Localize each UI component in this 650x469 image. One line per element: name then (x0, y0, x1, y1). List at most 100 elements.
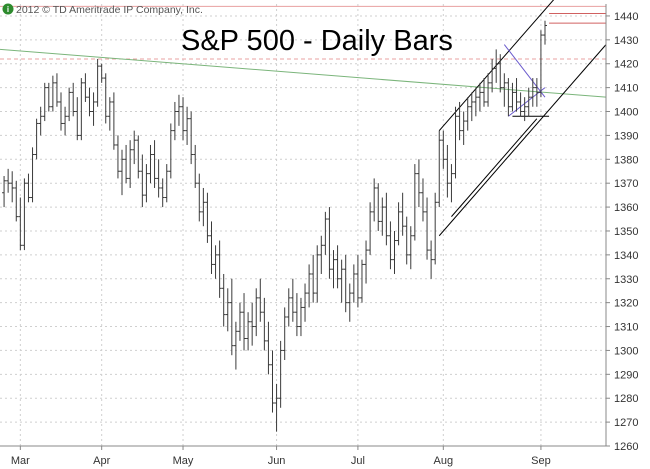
ohlc-bar (376, 183, 381, 231)
ohlc-bar (242, 293, 247, 351)
ohlc-bar (193, 144, 198, 188)
ohlc-bar (380, 197, 385, 236)
ohlc-bar (494, 49, 499, 83)
ohlc-bar (522, 97, 527, 122)
ohlc-bar (99, 63, 104, 83)
ohlc-bar (107, 97, 112, 131)
ohlc-bar (83, 73, 88, 102)
ohlc-bar (205, 192, 210, 243)
ohlc-bar (233, 321, 238, 370)
y-tick-label: 1260 (614, 441, 638, 453)
x-tick-label: Jun (268, 455, 286, 467)
ohlc-bar (176, 94, 181, 126)
reference-line-7 (438, 0, 555, 131)
ohlc-bar (67, 87, 72, 122)
ohlc-bar (197, 173, 202, 222)
ohlc-bar (311, 254, 316, 303)
ohlc-bar (18, 197, 23, 251)
ohlc-bar (75, 97, 80, 141)
copyright-text: 2012 © TD Ameritrade IP Company, Inc. (16, 4, 203, 16)
ohlc-bar (54, 73, 59, 107)
y-tick-label: 1340 (614, 250, 638, 262)
ohlc-bar (364, 240, 369, 284)
ohlc-bar (217, 240, 222, 298)
ohlc-bar (124, 144, 129, 184)
ohlc-bar (441, 130, 446, 169)
reference-lines (0, 0, 607, 237)
ohlc-bar (506, 78, 511, 117)
ohlc-bar (412, 164, 417, 241)
ohlc-bar (225, 288, 230, 332)
ohlc-bar (115, 135, 120, 179)
ohlc-bar (148, 144, 153, 184)
ohlc-bar (347, 283, 352, 322)
ohlc-bar (144, 164, 149, 203)
ohlc-bar (2, 176, 7, 208)
ohlc-bar (71, 82, 76, 117)
ohlc-bar (473, 87, 478, 117)
ohlc-bar (469, 92, 474, 122)
x-tick-labels: Mar Apr May Jun Jul Aug Sep (11, 446, 551, 467)
axes (0, 4, 607, 447)
ohlc-bar (538, 30, 543, 98)
ohlc-bar (518, 92, 523, 117)
ohlc-bar (343, 254, 348, 313)
ohlc-bar (298, 297, 303, 337)
ohlc-bar (42, 82, 47, 122)
ohlc-bar (290, 278, 295, 322)
y-tick-label: 1300 (614, 345, 638, 357)
ohlc-bar (274, 383, 279, 432)
ohlc-bar (95, 58, 100, 107)
ohlc-bar (26, 173, 31, 203)
reference-line-5 (0, 48, 607, 98)
y-tick-label: 1420 (614, 59, 638, 71)
ohlc-bar (262, 297, 267, 351)
ohlc-bar (498, 54, 503, 93)
grid (0, 4, 606, 447)
ohlc-bar (50, 75, 55, 112)
ohlc-bar (400, 192, 405, 236)
ohlc-bar (416, 159, 421, 208)
ohlc-bar (429, 240, 434, 279)
ohlc-bar (319, 235, 324, 274)
ohlc-bar (351, 264, 356, 303)
y-tick-label: 1360 (614, 202, 638, 214)
ohlc-bar (160, 178, 165, 208)
ohlc-bar (477, 82, 482, 112)
ohlc-bar (526, 87, 531, 117)
ohlc-bar (46, 82, 51, 112)
y-tick-label: 1430 (614, 35, 638, 47)
ohlc-bar (136, 135, 141, 179)
ohlc-bar (368, 202, 373, 255)
x-tick-label: Jul (351, 455, 365, 467)
ohlc-bar (278, 340, 283, 408)
y-tick-label: 1350 (614, 226, 638, 238)
ohlc-bar (335, 245, 340, 289)
ohlc-bar (156, 159, 161, 198)
ohlc-bar (502, 73, 507, 107)
ohlc-bar (359, 259, 364, 303)
ohlc-bar (530, 78, 535, 107)
ohlc-bar (510, 82, 515, 112)
ohlc-bar (449, 164, 454, 203)
copyright-notice: i 2012 © TD Ameritrade IP Company, Inc. (2, 3, 203, 16)
ohlc-bar (315, 245, 320, 303)
ohlc-bar (327, 207, 332, 279)
ohlc-bar (209, 221, 214, 274)
ohlc-bar (221, 273, 226, 327)
ohlc-bar (6, 168, 11, 193)
ohlc-bar (303, 283, 308, 322)
ohlc-bar (14, 180, 19, 222)
ohlc-bar (229, 278, 234, 356)
ohlc-bar (128, 140, 133, 188)
ohlc-bar (22, 178, 27, 251)
ohlc-bar (63, 106, 68, 136)
ohlc-bar (254, 288, 259, 337)
y-tick-label: 1270 (614, 417, 638, 429)
ohlc-bar (258, 278, 263, 322)
ohlc-bar (339, 259, 344, 303)
ohlc-bar (246, 312, 251, 351)
ohlc-bar (534, 78, 539, 107)
ohlc-bar (120, 149, 125, 196)
